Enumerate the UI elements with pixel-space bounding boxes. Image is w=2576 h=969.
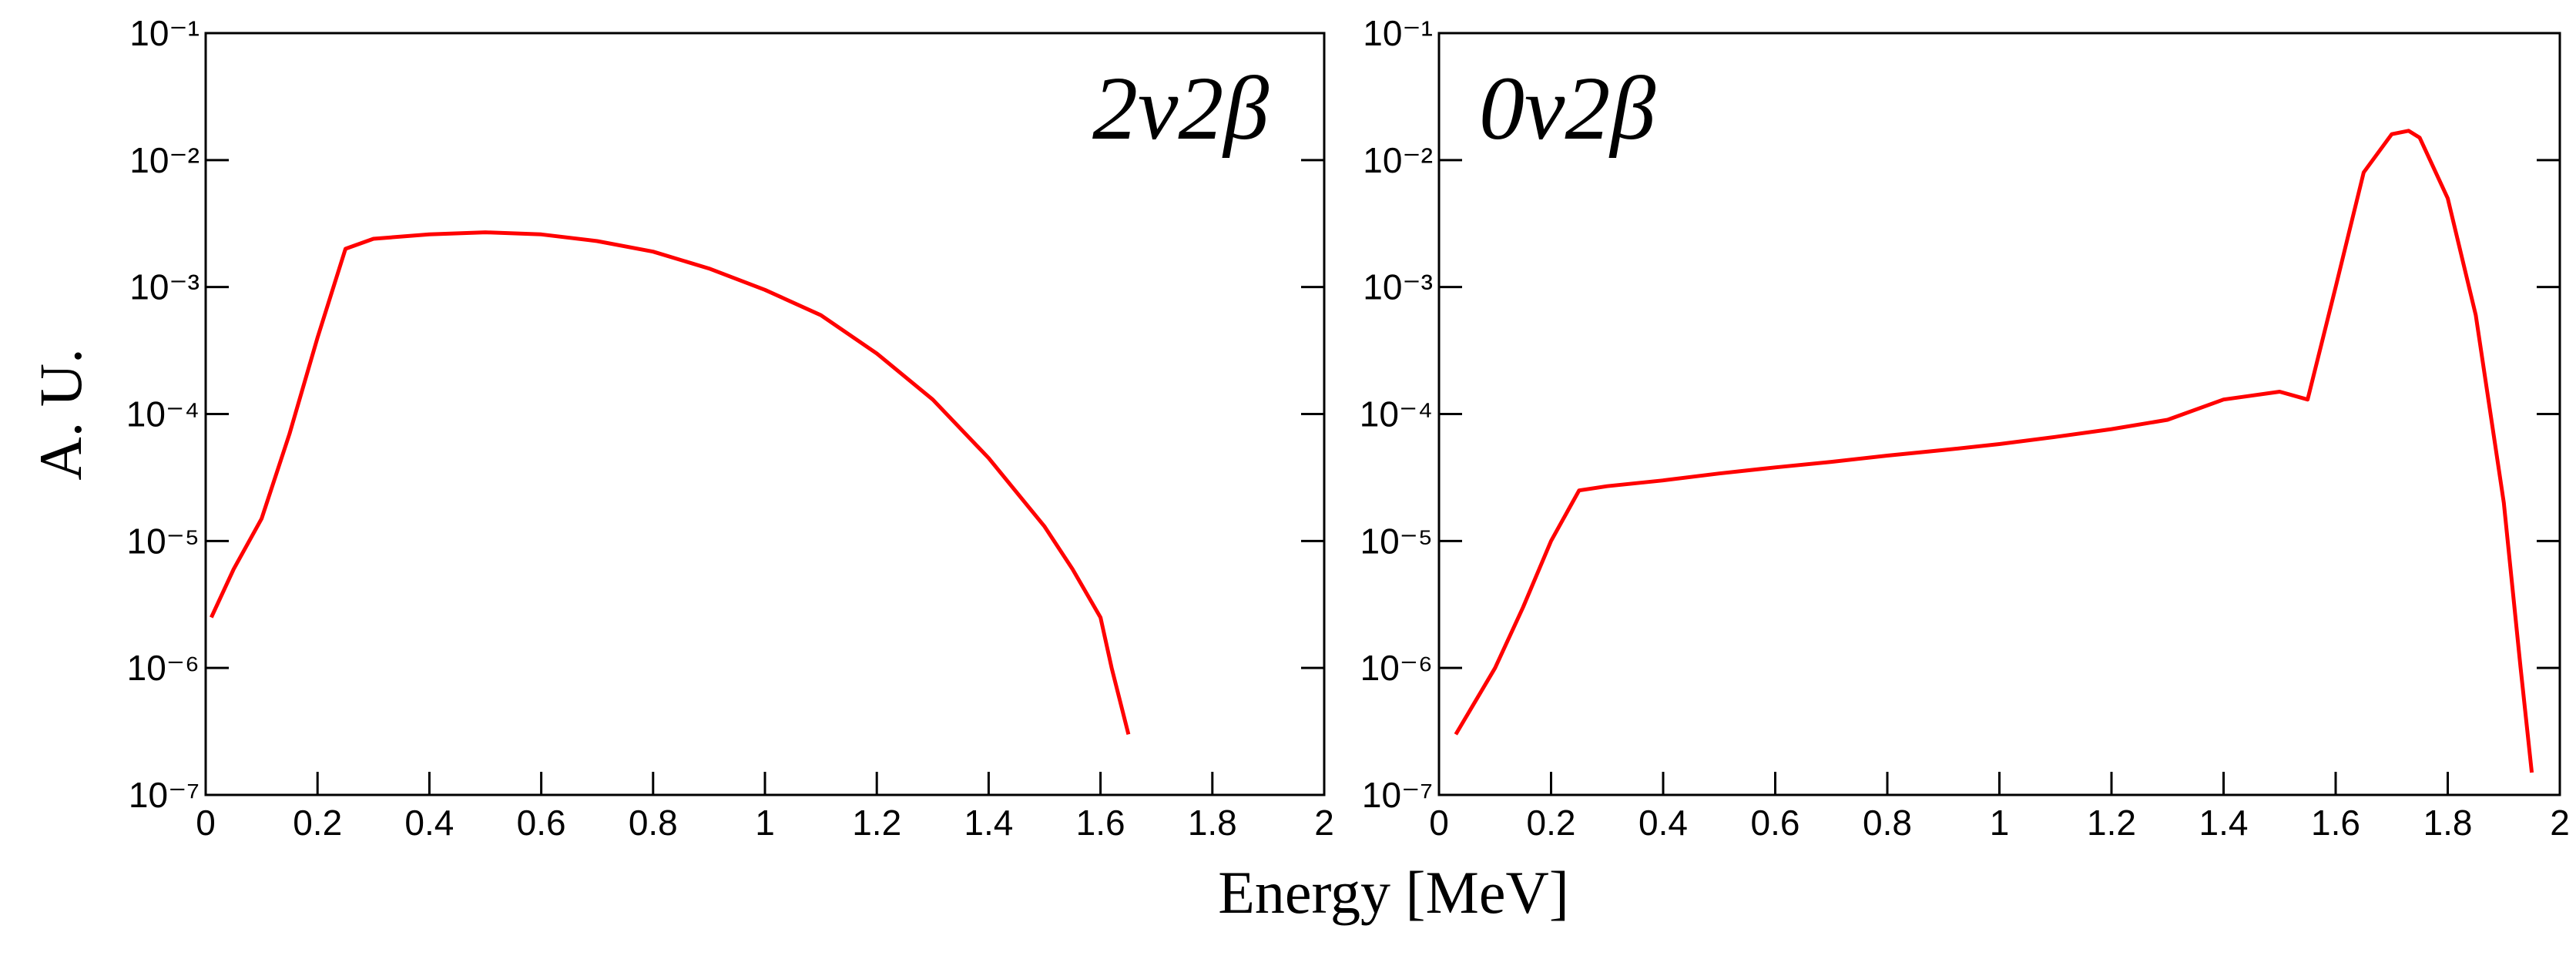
y-axis-label: A. U.: [27, 348, 94, 480]
x-tick-label: 1.4: [964, 803, 1013, 843]
x-tick-label: 0.6: [517, 803, 566, 843]
y-tick-label: 10⁻¹: [129, 13, 200, 53]
spectrum-line: [1454, 129, 2534, 773]
x-axis-label: Energy [MeV]: [1218, 859, 1569, 926]
x-tick-label: 0.8: [1863, 803, 1912, 843]
y-tick-label: 10⁻⁴: [126, 394, 200, 434]
y-tick-label: 10⁻⁶: [127, 648, 200, 688]
x-tick-label: 0.8: [629, 803, 678, 843]
y-tick-label: 10⁻²: [1363, 140, 1433, 180]
y-tick-label: 10⁻⁵: [126, 521, 200, 561]
y-tick-label: 10⁻²: [129, 140, 200, 180]
y-tick-label: 10⁻⁷: [1362, 775, 1433, 815]
x-tick-label: 2: [1314, 803, 1334, 843]
y-tick-label: 10⁻⁷: [129, 775, 200, 815]
x-tick-label: 1.8: [1188, 803, 1237, 843]
spectrum-line: [210, 230, 1131, 736]
x-tick-label: 0: [1429, 803, 1449, 843]
y-tick-label: 10⁻⁵: [1360, 521, 1433, 561]
x-tick-label: 1.6: [1076, 803, 1125, 843]
y-tick-label: 10⁻⁴: [1360, 394, 1433, 434]
x-tick-label: 1.2: [2087, 803, 2136, 843]
x-tick-label: 2: [2550, 803, 2570, 843]
x-tick-label: 1.2: [852, 803, 901, 843]
x-tick-label: 0.6: [1751, 803, 1800, 843]
x-tick-label: 1.4: [2199, 803, 2249, 843]
x-tick-label: 0.4: [404, 803, 454, 843]
x-tick-label: 1: [1990, 803, 2010, 843]
y-tick-label: 10⁻⁶: [1360, 648, 1433, 688]
x-tick-label: 1.8: [2423, 803, 2473, 843]
x-tick-label: 0.2: [293, 803, 342, 843]
x-tick-label: 0.4: [1639, 803, 1688, 843]
x-tick-label: 0.2: [1527, 803, 1576, 843]
annotation: 0ν2β: [1479, 58, 1655, 159]
y-tick-label: 10⁻¹: [1363, 13, 1433, 53]
x-tick-label: 1.6: [2311, 803, 2360, 843]
y-tick-label: 10⁻³: [1363, 267, 1433, 307]
x-tick-label: 1: [755, 803, 775, 843]
x-tick-label: 0: [196, 803, 216, 843]
annotation: 2ν2β: [1092, 58, 1269, 159]
y-tick-label: 10⁻³: [129, 267, 200, 307]
